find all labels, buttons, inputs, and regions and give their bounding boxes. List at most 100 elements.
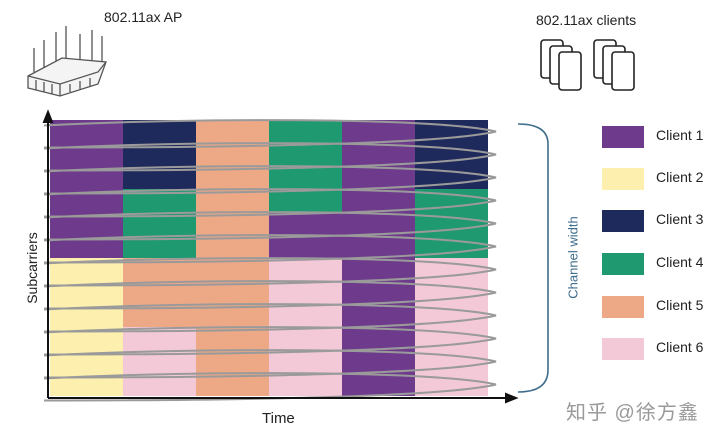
smartphone-stack-icon	[540, 39, 635, 91]
subcarrier-wave	[43, 372, 497, 402]
channel-width-bracket	[517, 123, 549, 393]
subcarrier-wave	[43, 165, 497, 195]
resource-unit-client-4	[269, 143, 342, 166]
resource-unit-client-6	[123, 327, 196, 350]
resource-unit-client-4	[123, 189, 196, 212]
resource-unit-client-5	[196, 327, 269, 350]
resource-unit-client-2	[50, 281, 123, 304]
resource-unit-client-5	[196, 120, 269, 143]
resource-unit-client-5	[196, 350, 269, 373]
legend-item-client-6: Client 6	[602, 338, 720, 360]
resource-unit-client-1	[342, 350, 415, 373]
resource-unit-client-1	[342, 166, 415, 189]
resource-unit-client-5	[196, 304, 269, 327]
subcarrier-waves	[43, 119, 497, 402]
resource-unit-client-1	[342, 189, 415, 212]
watermark: 知乎 @徐方鑫	[566, 402, 699, 424]
resource-unit-client-1	[342, 212, 415, 235]
resource-unit-client-1	[342, 281, 415, 304]
resource-unit-client-6	[415, 350, 488, 373]
legend-label: Client 1	[656, 127, 704, 143]
resource-unit-client-1	[50, 235, 123, 258]
resource-unit-client-3	[123, 120, 196, 143]
resource-unit-client-6	[269, 373, 342, 396]
subcarrier-wave	[43, 188, 497, 218]
resource-unit-client-1	[342, 304, 415, 327]
resource-unit-client-4	[415, 235, 488, 258]
resource-unit-client-1	[342, 235, 415, 258]
subcarrier-wave	[43, 211, 497, 241]
legend-item-client-3: Client 3	[602, 210, 720, 232]
resource-unit-client-4	[269, 189, 342, 212]
y-axis-label: Subcarriers	[24, 232, 40, 304]
resource-unit-client-3	[415, 166, 488, 189]
resource-unit-client-6	[415, 373, 488, 396]
legend-label: Client 5	[656, 297, 704, 313]
axes	[42, 109, 519, 404]
resource-unit-client-2	[50, 350, 123, 373]
subcarrier-wave	[43, 326, 497, 356]
resource-unit-client-6	[269, 258, 342, 281]
legend-item-client-4: Client 4	[602, 253, 720, 275]
resource-unit-client-2	[50, 258, 123, 281]
resource-unit-client-2	[50, 304, 123, 327]
legend-swatch	[602, 253, 644, 275]
resource-unit-client-6	[415, 281, 488, 304]
resource-unit-client-1	[50, 212, 123, 235]
subcarrier-wave	[43, 349, 497, 379]
legend-item-client-5: Client 5	[602, 296, 720, 318]
resource-unit-client-6	[269, 327, 342, 350]
resource-unit-client-1	[342, 327, 415, 350]
legend-label: Client 4	[656, 254, 704, 270]
subcarrier-wave	[43, 142, 497, 172]
resource-unit-client-1	[342, 373, 415, 396]
resource-unit-client-3	[123, 166, 196, 189]
subcarrier-wave	[43, 119, 497, 149]
resource-unit-client-5	[123, 258, 196, 281]
legend-label: Client 3	[656, 211, 704, 227]
legend-item-client-2: Client 2	[602, 168, 720, 190]
resource-unit-client-3	[415, 143, 488, 166]
resource-unit-client-5	[196, 166, 269, 189]
resource-unit-client-6	[269, 281, 342, 304]
legend-swatch	[602, 126, 644, 148]
legend-swatch	[602, 338, 644, 360]
x-axis-label: Time	[262, 410, 295, 427]
resource-unit-client-1	[269, 235, 342, 258]
resource-unit-client-6	[415, 304, 488, 327]
resource-unit-client-5	[196, 373, 269, 396]
resource-unit-client-6	[269, 350, 342, 373]
resource-unit-client-5	[196, 235, 269, 258]
resource-unit-client-3	[415, 120, 488, 143]
resource-unit-client-4	[123, 212, 196, 235]
legend-swatch	[602, 168, 644, 190]
legend-label: Client 2	[656, 169, 704, 185]
resource-unit-client-1	[50, 120, 123, 143]
subcarrier-wave	[43, 303, 497, 333]
resource-unit-client-6	[269, 304, 342, 327]
resource-unit-client-5	[196, 143, 269, 166]
resource-unit-client-5	[196, 258, 269, 281]
subcarrier-wave	[43, 280, 497, 310]
resource-unit-client-5	[196, 189, 269, 212]
resource-unit-client-5	[196, 281, 269, 304]
clients-label: 802.11ax clients	[536, 12, 637, 28]
resource-unit-client-5	[123, 281, 196, 304]
resource-unit-client-2	[50, 327, 123, 350]
legend-item-client-1: Client 1	[602, 126, 720, 148]
wifi-router-icon	[27, 26, 107, 97]
resource-unit-client-1	[342, 120, 415, 143]
resource-unit-client-1	[342, 258, 415, 281]
resource-unit-client-6	[123, 350, 196, 373]
resource-unit-client-4	[415, 212, 488, 235]
resource-unit-client-3	[123, 143, 196, 166]
channel-width-label: Channel width	[565, 216, 581, 299]
resource-unit-client-1	[269, 212, 342, 235]
resource-unit-client-4	[123, 235, 196, 258]
resource-unit-client-4	[269, 166, 342, 189]
subcarrier-wave	[43, 257, 497, 287]
resource-unit-client-5	[196, 212, 269, 235]
subcarrier-wave	[43, 234, 497, 264]
resource-unit-client-6	[415, 327, 488, 350]
